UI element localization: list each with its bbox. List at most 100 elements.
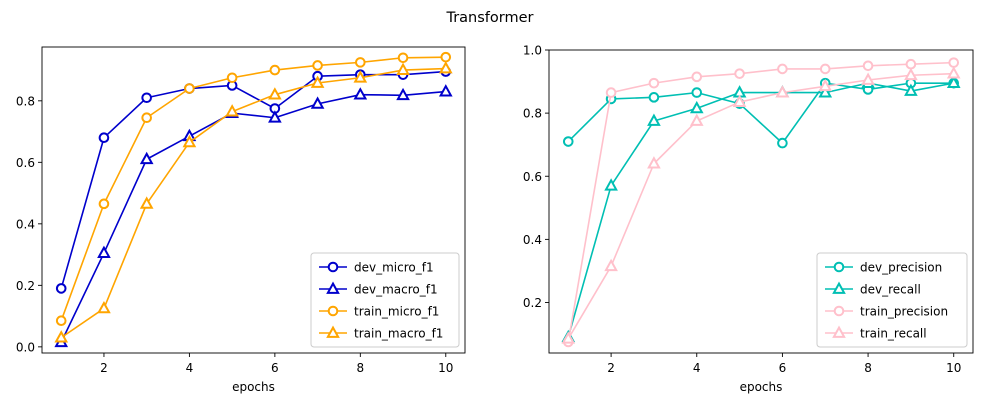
data-point-train_precision <box>691 71 703 83</box>
data-point-train_precision <box>948 57 960 68</box>
data-point-train_micro_f1 <box>55 315 67 327</box>
data-point-train_precision <box>905 58 917 70</box>
data-point-train_recall <box>861 72 875 85</box>
data-point-train_recall <box>904 67 918 81</box>
data-point-train_recall <box>818 78 833 92</box>
data-point-train_micro_f1 <box>397 52 409 64</box>
data-point-train_precision <box>648 77 660 89</box>
y-tick-label: 1.0 <box>523 44 542 58</box>
data-point-train_macro_f1 <box>268 87 282 100</box>
data-point-train_micro_f1 <box>141 112 152 124</box>
data-point-dev_macro_f1 <box>139 151 154 165</box>
data-point-train_macro_f1 <box>225 104 239 117</box>
data-point-train_micro_f1 <box>355 57 366 68</box>
legend-label-dev_macro_f1: dev_macro_f1 <box>354 283 438 297</box>
legend-label-dev_precision: dev_precision <box>860 261 942 275</box>
x-tick-label: 10 <box>946 361 961 375</box>
x-tick-label: 6 <box>779 361 787 375</box>
data-point-train_micro_f1 <box>312 60 323 71</box>
data-point-train_precision <box>819 63 831 75</box>
data-point-train_precision <box>605 87 617 98</box>
x-tick-label: 8 <box>356 361 364 375</box>
data-point-dev_precision <box>562 136 574 147</box>
x-tick-label: 4 <box>186 361 194 375</box>
series-line-dev_recall <box>567 82 954 338</box>
data-point-train_macro_f1 <box>310 75 325 88</box>
legend-box <box>816 252 968 348</box>
data-point-train_macro_f1 <box>182 134 197 148</box>
data-point-dev_precision <box>777 137 788 149</box>
data-point-dev_macro_f1 <box>97 245 111 258</box>
data-point-train_micro_f1 <box>226 72 238 84</box>
data-point-dev_macro_f1 <box>310 96 325 109</box>
data-point-train_recall <box>775 85 790 98</box>
data-point-dev_macro_f1 <box>438 84 453 97</box>
data-point-dev_macro_f1 <box>396 87 410 101</box>
data-point-dev_recall <box>904 83 918 96</box>
series-line-train_macro_f1 <box>60 67 446 339</box>
data-point-dev_recall <box>689 100 704 114</box>
data-point-train_precision <box>862 60 874 72</box>
series-line-dev_macro_f1 <box>60 90 446 343</box>
data-point-dev_micro_f1 <box>141 92 152 104</box>
data-point-train_macro_f1 <box>396 62 410 75</box>
data-point-dev_recall <box>647 113 661 126</box>
data-point-train_recall <box>732 94 747 107</box>
data-point-dev_macro_f1 <box>268 110 282 123</box>
x-axis-label: epochs <box>232 380 275 394</box>
data-point-train_macro_f1 <box>97 300 111 314</box>
legend-marker-train_precision <box>833 305 845 317</box>
data-point-train_recall <box>604 258 618 272</box>
data-point-dev_precision <box>691 87 703 98</box>
chart-right-precision-recall: 2 4 6 8 10 0.2 0.4 0.6 0.8 1.0 epochs dev_precision… <box>523 44 974 394</box>
legend-marker-dev_macro_f1 <box>326 281 340 294</box>
data-point-train_recall <box>689 113 704 126</box>
y-tick-label: 0.4 <box>523 233 542 247</box>
x-tick-label: 2 <box>607 361 615 375</box>
legend-label-train_precision: train_precision <box>860 305 948 319</box>
legend-marker-train_micro_f1 <box>327 305 339 317</box>
data-point-train_recall <box>946 66 961 79</box>
legend-marker-dev_precision <box>833 261 845 273</box>
series-line-train_precision <box>567 61 954 343</box>
x-tick-label: 10 <box>438 361 453 375</box>
data-point-train_macro_f1 <box>139 196 154 209</box>
figure-title: Transformer <box>445 10 533 26</box>
x-axis-label: epochs <box>740 380 783 394</box>
x-tick-label: 2 <box>100 361 108 375</box>
data-point-dev_micro_f1 <box>55 283 67 294</box>
legend-marker-dev_micro_f1 <box>327 261 339 273</box>
y-tick-label: 0.8 <box>523 107 542 121</box>
legend-label-dev_micro_f1: dev_micro_f1 <box>354 261 434 275</box>
data-point-train_macro_f1 <box>438 61 453 74</box>
data-point-train_micro_f1 <box>440 51 452 63</box>
data-point-train_precision <box>777 63 788 75</box>
data-point-train_macro_f1 <box>54 330 69 343</box>
legend: dev_precision dev_recall train_precisiontr… <box>816 252 968 348</box>
data-point-train_micro_f1 <box>184 83 195 94</box>
data-point-train_recall <box>647 156 661 169</box>
legend-label-train_recall: train_recall <box>860 327 927 341</box>
x-tick-label: 4 <box>693 361 701 375</box>
legend-box <box>310 252 460 348</box>
data-point-train_micro_f1 <box>98 198 110 210</box>
series-line-train_recall <box>567 72 954 340</box>
plot-frame <box>548 49 974 354</box>
y-tick-label: 0.8 <box>16 94 35 108</box>
legend-label-dev_recall: dev_recall <box>860 283 921 297</box>
x-tick-label: 6 <box>271 361 279 375</box>
data-point-train_precision <box>734 68 745 79</box>
y-tick-label: 0.2 <box>16 279 35 293</box>
data-point-dev_recall <box>818 85 833 98</box>
data-point-dev_macro_f1 <box>353 87 368 100</box>
legend-label-train_micro_f1: train_micro_f1 <box>354 305 439 319</box>
chart-left-f1-scores: 2 4 6 8 10 0.0 0.2 0.4 0.6 0.8 epochs dev_micro_f1d… <box>16 46 466 394</box>
x-tick-label: 8 <box>864 361 872 375</box>
plot-frame <box>41 46 466 354</box>
legend-marker-train_recall <box>832 325 846 338</box>
y-tick-label: 0.6 <box>16 156 35 170</box>
data-point-dev_precision <box>648 92 660 103</box>
data-point-train_macro_f1 <box>353 70 368 83</box>
y-tick-label: 0.2 <box>523 296 542 310</box>
